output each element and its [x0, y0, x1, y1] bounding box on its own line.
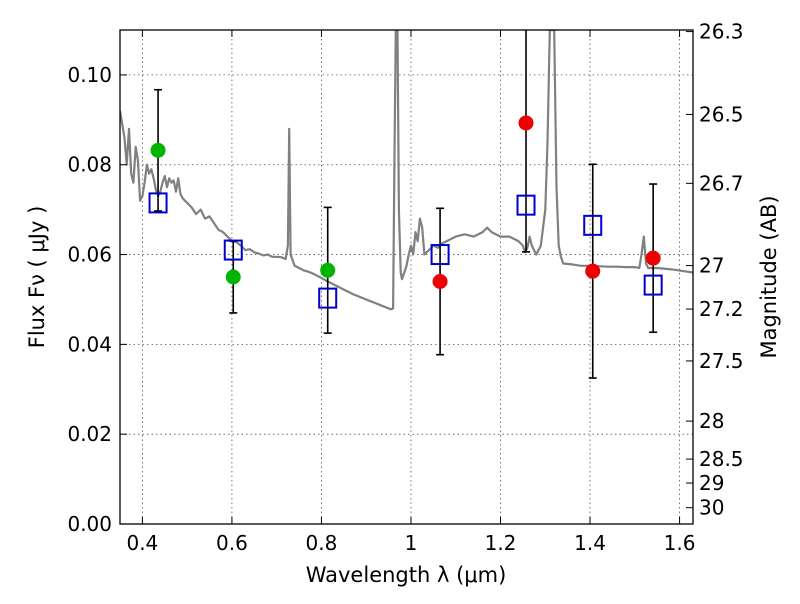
- observed-red-point: [518, 115, 534, 131]
- x-tick-label: 1.2: [485, 531, 517, 555]
- observed-green-point: [320, 262, 336, 278]
- y-tick-label: 0.00: [67, 512, 112, 536]
- mag-tick-label: 28.5: [699, 447, 744, 471]
- plot-frame: [119, 29, 694, 525]
- observed-green-point: [225, 269, 241, 285]
- model-photometry-point: [583, 214, 603, 236]
- x-tick-label: 1: [405, 531, 418, 555]
- plot-background: [120, 30, 693, 524]
- y-tick-label: 0.04: [67, 332, 112, 356]
- y-tick-label: 0.08: [67, 153, 112, 177]
- model-photometry-point: [516, 194, 536, 216]
- mag-tick-label: 30: [699, 496, 724, 520]
- model-photometry-point: [318, 287, 338, 309]
- observed-red-point: [645, 250, 661, 266]
- observed-green-point: [150, 142, 166, 158]
- y-tick-label: 0.06: [67, 243, 112, 267]
- mag-tick-label: 26.3: [699, 20, 744, 44]
- mag-tick-label: 27.2: [699, 297, 744, 321]
- mag-tick-label: 27.5: [699, 349, 744, 373]
- mag-tick-label: 26.5: [699, 102, 744, 126]
- x-tick-label: 0.8: [306, 531, 338, 555]
- x-tick-label: 0.6: [216, 531, 248, 555]
- ticks: 0.4 0.6 0.8 1 1.2 1.4 1.6 0.00 0.02 0.04 0.06 0.08 0…: [67, 20, 743, 555]
- y-tick-label: 0.10: [67, 63, 112, 87]
- mag-tick-label: 27: [699, 254, 724, 278]
- x-axis-title: Wavelength λ (μm): [306, 563, 507, 587]
- mag-tick-label: 29: [699, 471, 724, 495]
- y-tick-label: 0.02: [67, 422, 112, 446]
- x-tick-label: 1.4: [574, 531, 606, 555]
- mag-tick-label: 28: [699, 409, 724, 433]
- x-tick-label: 1.6: [664, 531, 696, 555]
- y2-axis-title: Magnitude (AB): [757, 195, 781, 358]
- marker-layer: [148, 115, 663, 309]
- model-photometry-point: [643, 274, 663, 296]
- model-photometry-point: [223, 239, 243, 261]
- model-spectrum-layer: [120, 30, 693, 311]
- mag-tick-label: 26.7: [699, 171, 744, 195]
- grid: [120, 30, 693, 525]
- model-spectrum-line: [120, 30, 693, 311]
- model-photometry-point: [148, 192, 168, 214]
- observed-red-point: [432, 273, 448, 289]
- x-tick-label: 0.4: [126, 531, 158, 555]
- y-axis-title: Flux Fν ( μJy ): [25, 206, 49, 349]
- model-photometry-point: [430, 244, 450, 266]
- observed-red-point: [585, 263, 601, 279]
